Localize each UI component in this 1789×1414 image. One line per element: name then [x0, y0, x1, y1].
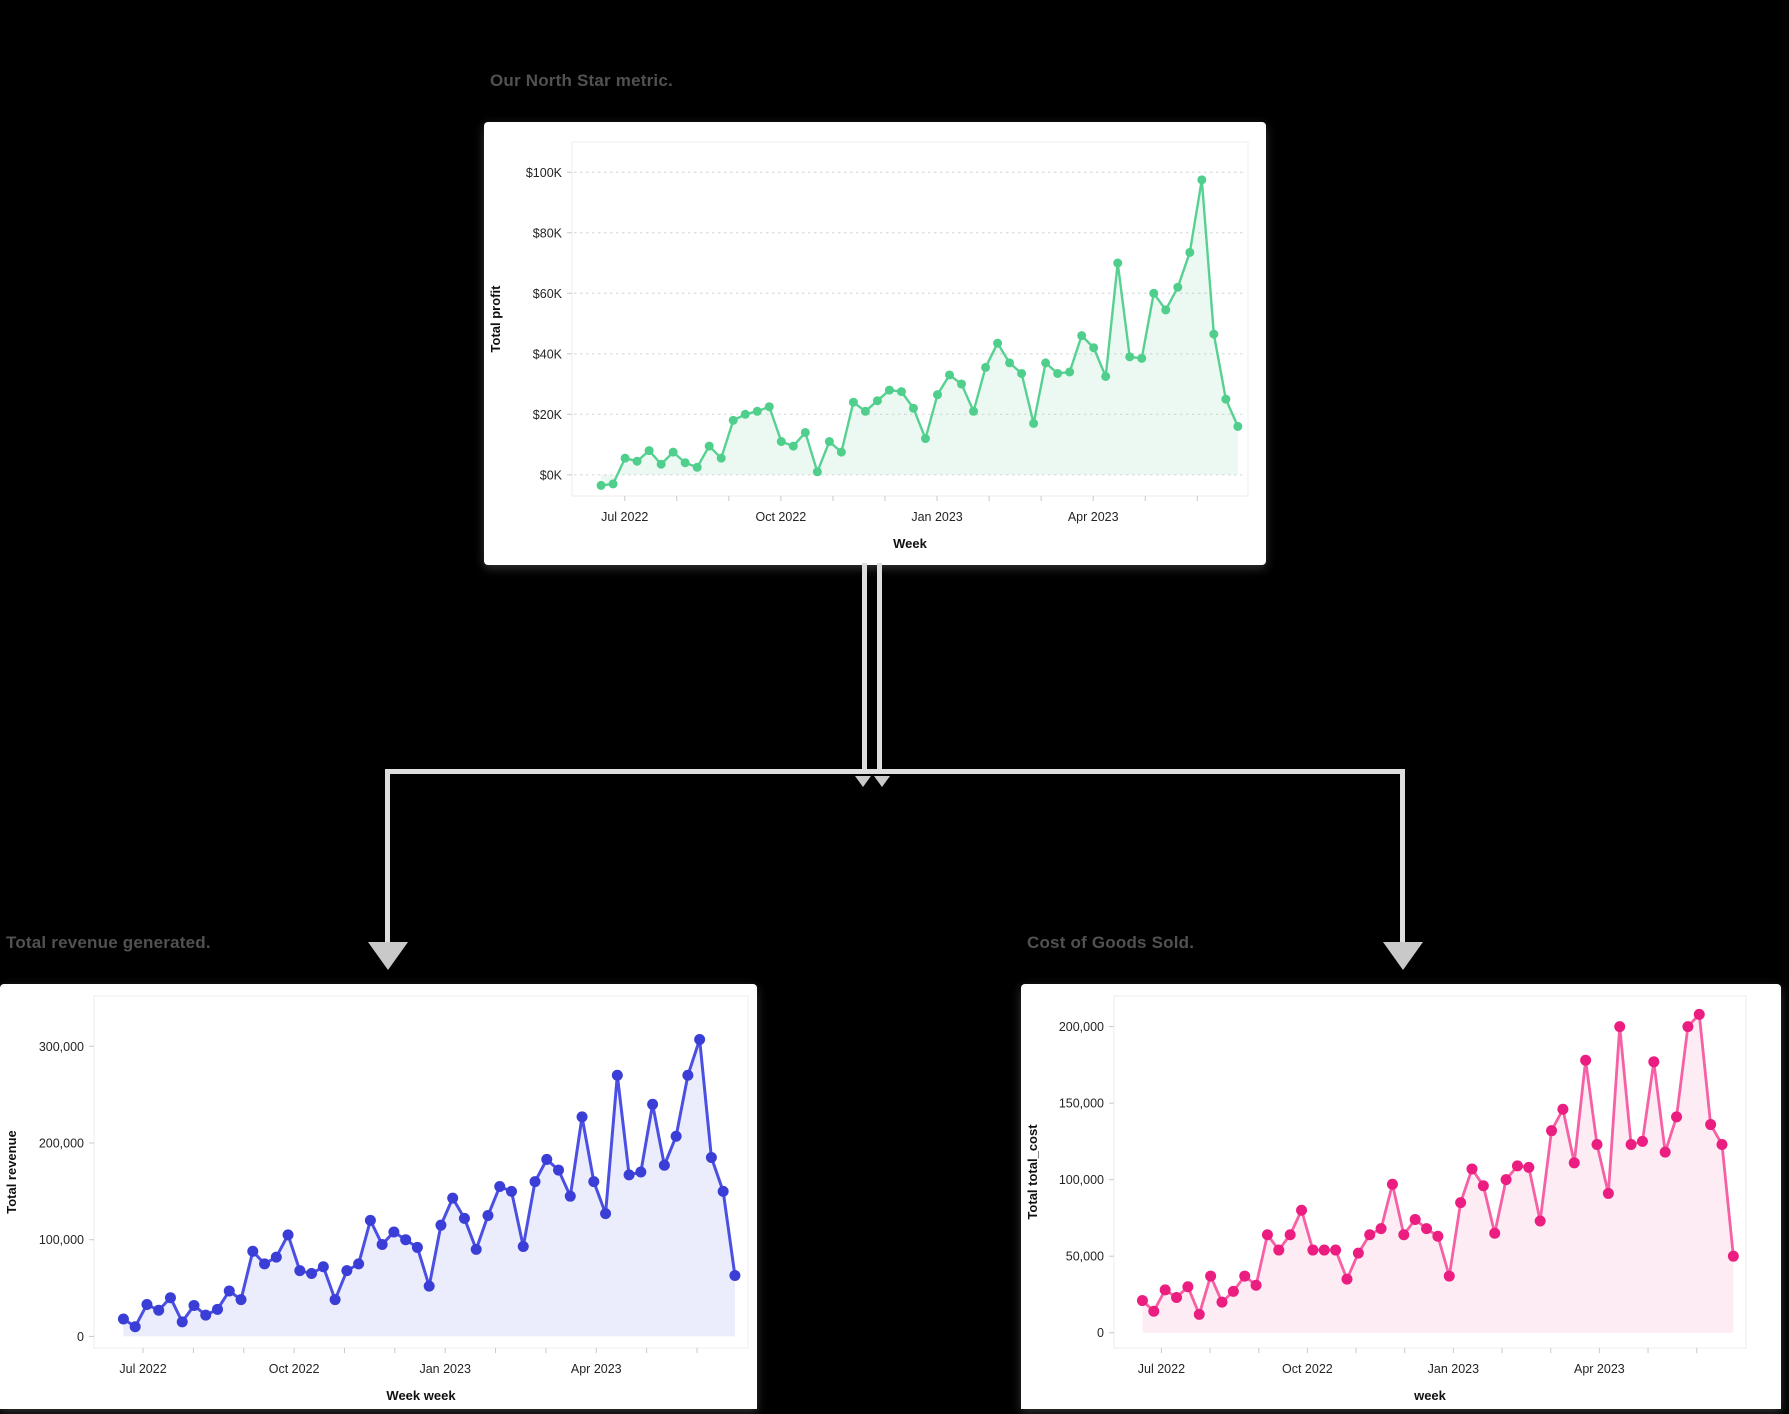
svg-text:$60K: $60K [533, 287, 563, 301]
svg-text:200,000: 200,000 [1059, 1020, 1104, 1034]
svg-text:Jan 2023: Jan 2023 [911, 510, 962, 524]
svg-text:Total revenue: Total revenue [4, 1130, 19, 1214]
svg-text:Jul 2022: Jul 2022 [119, 1362, 166, 1376]
svg-text:300,000: 300,000 [39, 1040, 84, 1054]
connector-horizontal-line [385, 769, 1405, 774]
revenue-line-chart: 0 100,000 200,000 300,000 Jul 2022 Oct 2022 Ja… [0, 984, 757, 1409]
node-profit: Our North Star metric. $0K $20K $40K $60K $8… [484, 70, 1266, 565]
svg-text:150,000: 150,000 [1059, 1097, 1104, 1111]
junction-arrow-down-icon [855, 776, 871, 787]
svg-text:Apr 2023: Apr 2023 [1068, 510, 1119, 524]
svg-text:100,000: 100,000 [39, 1233, 84, 1247]
node-cost: Cost of Goods Sold. 0 50,000 100,000 150,00… [1021, 932, 1781, 1409]
node-cost-card[interactable]: 0 50,000 100,000 150,000 200,000 Jul 2022 Oct … [1021, 984, 1781, 1409]
svg-text:Jul 2022: Jul 2022 [601, 510, 648, 524]
svg-text:Jan 2023: Jan 2023 [419, 1362, 470, 1376]
svg-text:Oct 2022: Oct 2022 [1282, 1362, 1333, 1376]
svg-text:$80K: $80K [533, 226, 563, 240]
svg-text:200,000: 200,000 [39, 1136, 84, 1150]
svg-text:Total total_cost: Total total_cost [1025, 1124, 1040, 1220]
node-revenue-card[interactable]: 0 100,000 200,000 300,000 Jul 2022 Oct 2022 Ja… [0, 984, 757, 1409]
svg-text:$40K: $40K [533, 347, 563, 361]
node-profit-title: Our North Star metric. [490, 71, 673, 90]
svg-text:Oct 2022: Oct 2022 [756, 510, 807, 524]
svg-text:$100K: $100K [526, 166, 563, 180]
connector-trunk-right-line [877, 563, 882, 773]
svg-text:Total profit: Total profit [488, 285, 503, 353]
cost-line-chart: 0 50,000 100,000 150,000 200,000 Jul 2022 Oct … [1021, 984, 1781, 1409]
svg-text:100,000: 100,000 [1059, 1173, 1104, 1187]
svg-text:$0K: $0K [540, 468, 563, 482]
node-revenue: Total revenue generated. 0 100,000 200,000… [0, 932, 757, 1409]
svg-text:$20K: $20K [533, 408, 563, 422]
svg-text:Oct 2022: Oct 2022 [269, 1362, 320, 1376]
node-revenue-title: Total revenue generated. [6, 933, 211, 952]
svg-text:50,000: 50,000 [1066, 1250, 1104, 1264]
svg-text:Jul 2022: Jul 2022 [1138, 1362, 1185, 1376]
arrowhead-down-right-icon [1383, 942, 1423, 970]
connector-drop-right [1400, 772, 1405, 942]
svg-text:Jan 2023: Jan 2023 [1428, 1362, 1479, 1376]
svg-text:0: 0 [77, 1330, 84, 1344]
svg-text:Week: Week [893, 536, 927, 551]
node-cost-title: Cost of Goods Sold. [1027, 933, 1195, 952]
svg-text:week: week [1413, 1388, 1447, 1403]
svg-text:Week week: Week week [386, 1388, 456, 1403]
svg-text:0: 0 [1097, 1326, 1104, 1340]
junction-arrow-down-icon [874, 776, 890, 787]
connector-trunk-left-line [862, 563, 867, 773]
arrowhead-down-left-icon [368, 942, 408, 970]
connector-drop-left [385, 772, 390, 942]
svg-text:Apr 2023: Apr 2023 [1574, 1362, 1625, 1376]
svg-text:Apr 2023: Apr 2023 [571, 1362, 622, 1376]
profit-line-chart: $0K $20K $40K $60K $80K $100K Jul 2022 Oct 2022… [484, 122, 1266, 565]
node-profit-card[interactable]: $0K $20K $40K $60K $80K $100K Jul 2022 Oct 2022… [484, 122, 1266, 565]
